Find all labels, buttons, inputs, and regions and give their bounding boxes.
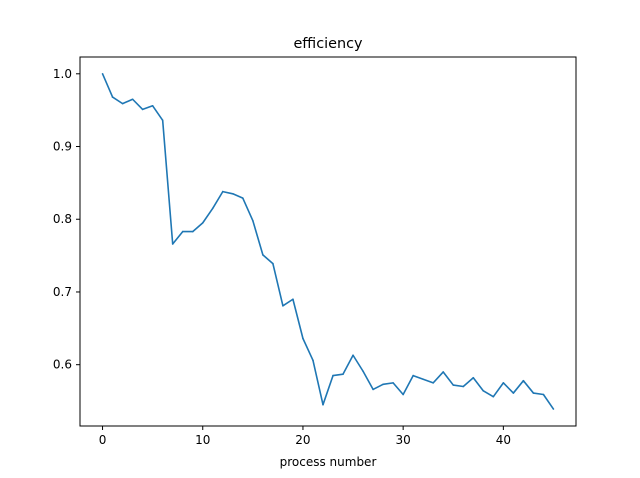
data-point (472, 376, 475, 379)
x-tick-label: 0 (99, 433, 107, 447)
data-point (382, 383, 384, 386)
data-point (292, 298, 294, 301)
chart-title: efficiency (293, 36, 363, 52)
data-point (362, 370, 364, 373)
data-point (191, 230, 194, 233)
data-point (412, 374, 414, 377)
data-point (332, 374, 334, 377)
series-layer (101, 73, 555, 410)
data-point (242, 197, 244, 199)
y-tick-label: 1.0 (53, 67, 72, 81)
data-point (302, 337, 304, 340)
data-point (462, 385, 465, 388)
data-point (171, 243, 174, 245)
data-point (252, 219, 254, 222)
data-point (211, 207, 214, 210)
data-point (432, 382, 435, 384)
x-tick-label: 10 (195, 433, 210, 447)
y-tick-label: 0.6 (53, 358, 72, 372)
y-tick-label: 0.7 (53, 285, 72, 299)
data-point (141, 108, 144, 111)
data-point (312, 359, 314, 362)
data-point (442, 371, 445, 373)
x-axis-label: process number (280, 455, 377, 469)
data-point (502, 382, 505, 384)
data-point (512, 392, 515, 394)
data-point (111, 96, 114, 98)
data-point (492, 395, 495, 398)
series-line (101, 73, 555, 410)
data-point (262, 254, 264, 256)
data-point (422, 378, 424, 381)
x-axis-ticks: 0 10 20 30 40 (99, 426, 511, 447)
data-point (352, 354, 354, 357)
data-point (342, 373, 344, 375)
data-point (552, 408, 555, 410)
data-point (322, 403, 324, 406)
data-point (201, 222, 204, 224)
data-point (282, 304, 284, 307)
data-point (161, 119, 164, 122)
data-point (402, 393, 404, 396)
data-point (101, 73, 104, 75)
data-point (392, 382, 394, 384)
x-tick-label: 40 (496, 433, 511, 447)
x-tick-label: 20 (295, 433, 310, 447)
data-point (542, 393, 545, 396)
y-axis-ticks: 0.6 0.7 0.8 0.9 1.0 (53, 67, 80, 372)
data-point (221, 190, 224, 193)
plot-frame (79, 56, 577, 427)
data-point (372, 388, 374, 391)
data-point (232, 192, 234, 195)
data-point (151, 105, 154, 107)
y-tick-label: 0.8 (53, 212, 72, 226)
data-point (131, 98, 134, 101)
data-point (452, 384, 455, 386)
y-tick-label: 0.9 (53, 140, 72, 154)
data-point (482, 390, 485, 392)
data-point (121, 102, 124, 105)
x-tick-label: 30 (396, 433, 411, 447)
data-point (181, 230, 184, 233)
data-point (532, 392, 535, 394)
data-point (522, 379, 525, 382)
data-point (272, 262, 274, 265)
